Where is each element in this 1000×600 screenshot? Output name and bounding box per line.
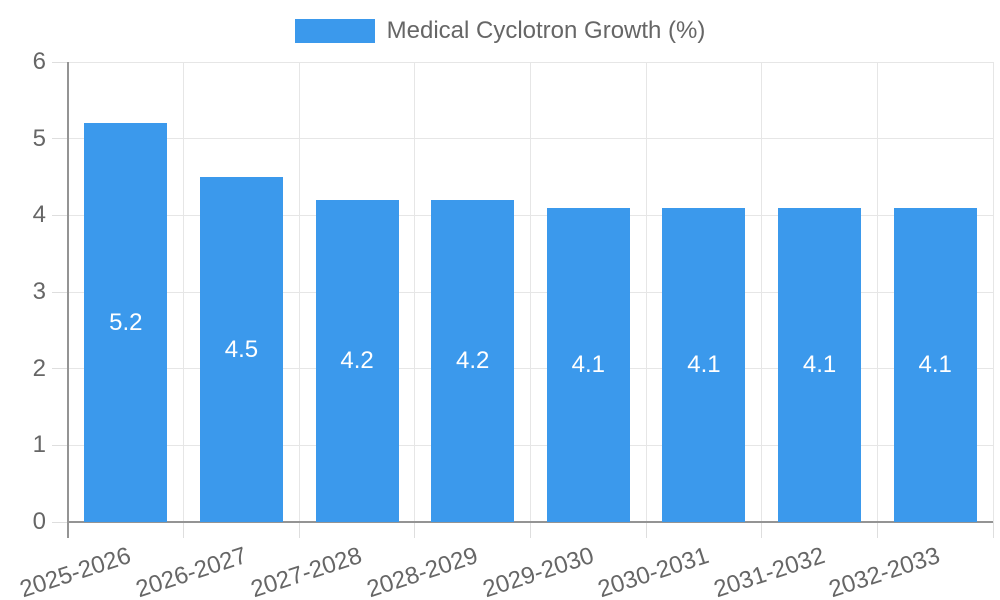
bar[interactable]: 4.1 <box>546 207 630 522</box>
x-tick-mark <box>298 522 300 538</box>
legend-label: Medical Cyclotron Growth (%) <box>386 17 706 44</box>
x-axis-tick-label: 2027-2028 <box>247 542 366 600</box>
bar-value-label: 5.2 <box>109 308 143 336</box>
x-tick-mark <box>530 522 531 538</box>
bar[interactable]: 4.1 <box>778 207 862 522</box>
y-tick-mark <box>52 291 68 293</box>
y-axis-tick-label: 5 <box>32 124 46 152</box>
v-gridline <box>761 62 763 522</box>
y-axis-tick-label: 6 <box>32 48 46 75</box>
v-gridline <box>876 62 878 522</box>
y-axis-tick-label: 4 <box>32 201 46 229</box>
y-tick-mark <box>52 521 68 523</box>
v-gridline <box>298 62 300 522</box>
v-gridline <box>645 62 647 522</box>
v-gridline <box>992 62 994 522</box>
bar[interactable]: 4.2 <box>431 200 515 522</box>
legend-swatch <box>294 19 375 43</box>
x-axis-tick-label: 2025-2026 <box>16 542 135 600</box>
x-tick-mark <box>183 522 185 538</box>
bar-value-label: 4.2 <box>456 347 490 374</box>
y-axis-tick-label: 0 <box>32 508 46 535</box>
bar[interactable]: 4.2 <box>315 200 399 522</box>
x-tick-mark <box>645 522 647 538</box>
x-axis-tick-label: 2026-2027 <box>132 542 250 600</box>
x-axis-tick-label: 2031-2032 <box>710 542 828 600</box>
bar[interactable]: 5.2 <box>84 123 168 522</box>
x-axis-tick-label: 2030-2031 <box>594 542 713 600</box>
bar-value-label: 4.1 <box>687 350 721 378</box>
x-axis-tick-label: 2032-2033 <box>826 542 944 600</box>
x-tick-mark <box>876 522 878 538</box>
v-gridline <box>414 62 416 522</box>
y-axis-tick-label: 3 <box>32 278 46 305</box>
x-axis-line <box>68 521 993 523</box>
bar[interactable]: 4.1 <box>893 207 977 522</box>
y-tick-mark <box>52 214 68 216</box>
y-tick-mark <box>52 444 68 446</box>
bar[interactable]: 4.1 <box>662 207 746 522</box>
y-axis-tick-label: 2 <box>32 354 46 382</box>
bar-value-label: 4.1 <box>802 350 837 378</box>
x-axis-tick-label: 2029-2030 <box>479 542 597 600</box>
bar-value-label: 4.1 <box>571 350 605 378</box>
y-axis-tick-label: 1 <box>32 431 46 459</box>
bar-value-label: 4.2 <box>340 347 374 374</box>
y-tick-mark <box>52 138 68 140</box>
x-tick-mark <box>992 522 994 538</box>
y-axis-line <box>67 62 69 538</box>
bar-value-label: 4.1 <box>918 350 952 378</box>
y-tick-mark <box>52 61 68 63</box>
chart-legend[interactable]: Medical Cyclotron Growth (%) <box>0 16 1000 46</box>
y-tick-mark <box>52 368 68 370</box>
bar-value-label: 4.5 <box>224 335 259 363</box>
v-gridline <box>530 62 531 522</box>
bar[interactable]: 4.5 <box>199 177 283 522</box>
v-gridline <box>183 62 185 522</box>
x-tick-mark <box>414 522 416 538</box>
x-tick-mark <box>761 522 763 538</box>
x-axis-tick-label: 2028-2029 <box>363 542 482 600</box>
